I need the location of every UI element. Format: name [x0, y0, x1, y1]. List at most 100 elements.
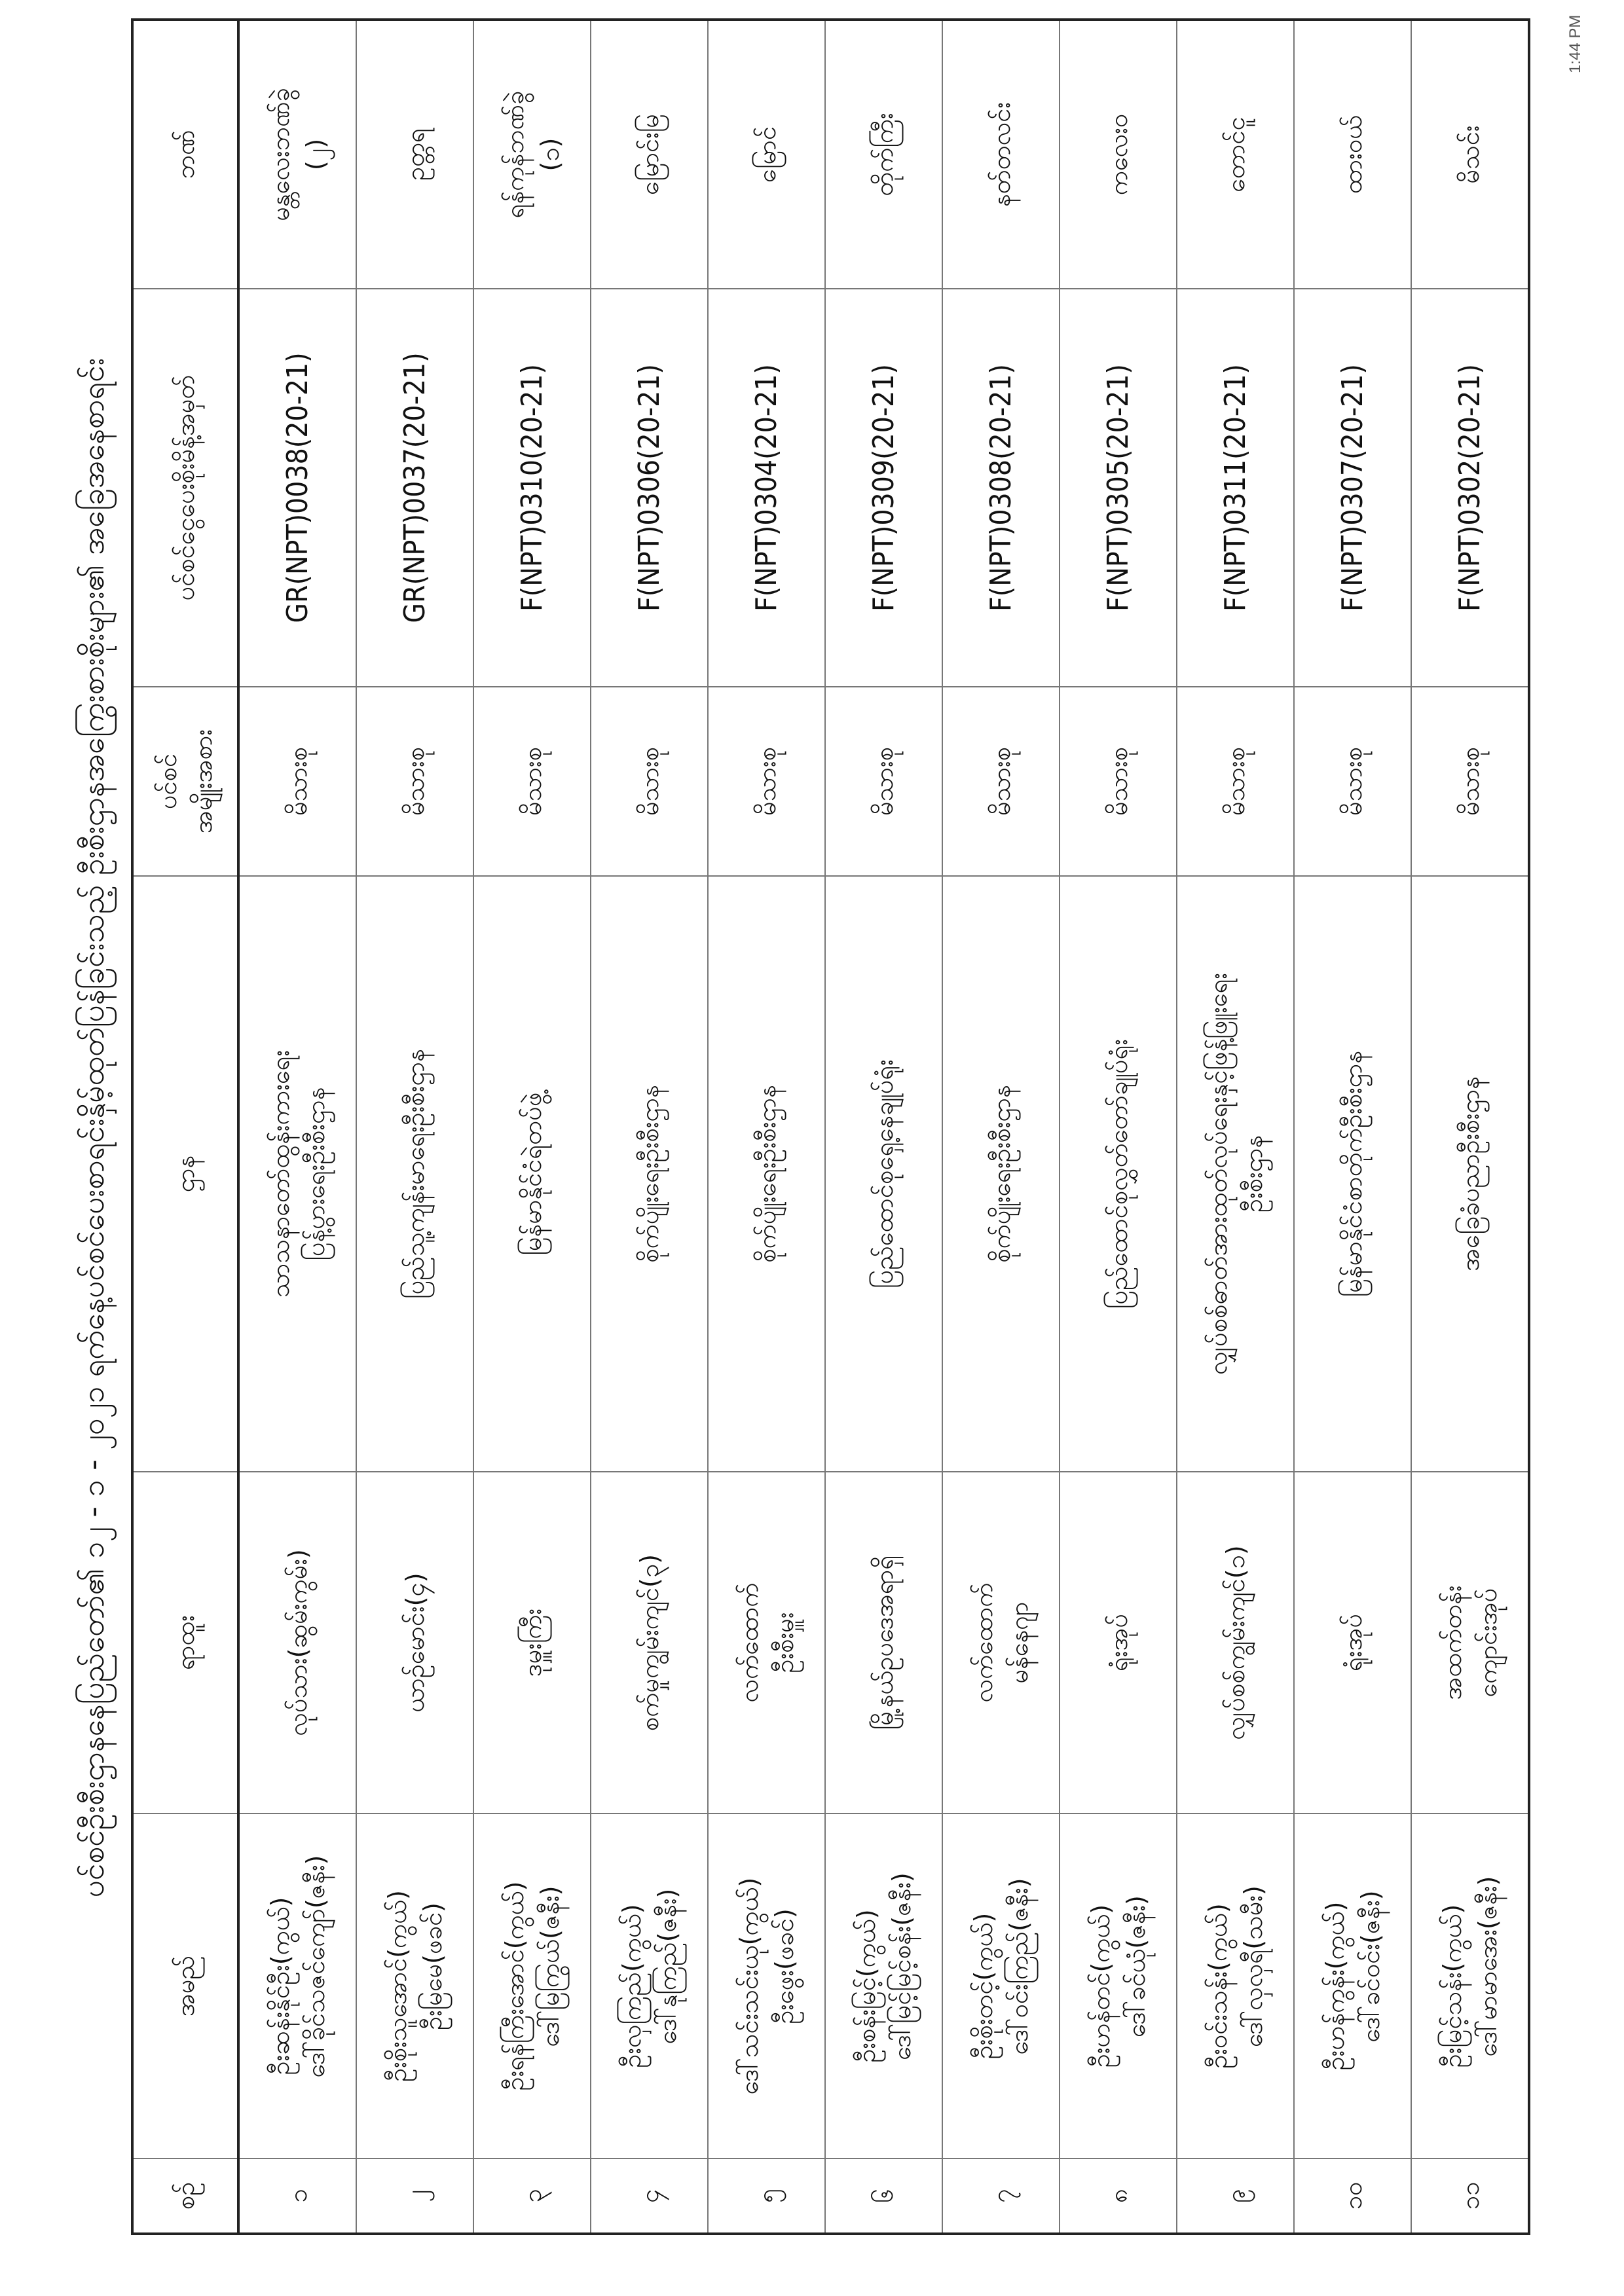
- cell-department: ပြည်သူ့ကျန်းမာရေးဦးစီးဌာန: [356, 876, 473, 1472]
- cell-type: မိသားစု: [238, 687, 356, 876]
- cell-name-line: ဒေါ်မြကြွယ်(ဇနီး): [535, 1886, 564, 2047]
- cell-department-line: စိုက်ပျိုးရေးဦးစီးဌာန: [635, 1085, 664, 1263]
- cell-department-line: ဦးစီးဌာန: [1238, 1135, 1268, 1213]
- cell-name-line: ဦးစန်းမြင့်(ကွယ်): [851, 1909, 881, 2063]
- cell-department: စိုက်ပျိုးရေးဦးစီးဌာန: [942, 876, 1060, 1472]
- cell-department-line: မြန်မာနိုင်ငံရဲတပ်ဖွဲ့: [517, 1092, 547, 1256]
- cell-no: ၁၀: [1294, 2159, 1411, 2234]
- cell-bank-line: တောင်ငူ: [1221, 117, 1250, 192]
- cell-order-no: F(NPT)0307(20-21): [1294, 289, 1411, 687]
- cell-type: မိသားစု: [591, 687, 708, 876]
- cell-order-no: F(NPT)0306(20-21): [591, 289, 708, 687]
- cell-position: အထက်တန်း ကျောင်းအုပ်: [1411, 1472, 1529, 1813]
- cell-name: ဦးစိုးသူအောင်(ကွယ်) ဦးမြမေ(ဖခင်): [356, 1813, 473, 2159]
- cell-order-no: F(NPT)0305(20-21): [1060, 289, 1177, 687]
- cell-position: စက်မှုကျွမ်းကျင်(၃): [591, 1472, 708, 1813]
- cell-department: ပြည်ထောင်စုလွှတ်တော်ချုပ်ရုံး: [1060, 876, 1177, 1472]
- cell-department: စိုက်ပျိုးရေးဦးစီးဌာန: [708, 876, 825, 1472]
- cell-bank: ဥတ္တရ: [356, 20, 473, 289]
- cell-bank: တိုက်ကြီး: [825, 20, 942, 289]
- cell-position-line: ယာဉ်မောင်း(၄): [400, 1573, 430, 1713]
- cell-name: ဦးလှကြည်(ကွယ်) ဒေါ်နုကြည်(ဇနီး): [591, 1813, 708, 2159]
- cell-department-line: ပြည်သူ့ကျန်းမာရေးဦးစီးဌာန: [400, 1049, 430, 1299]
- cell-no: ၁၁: [1411, 2159, 1529, 2234]
- cell-name-line: ဦးမြမေ(ဖခင်): [418, 1903, 447, 2030]
- cell-department-line: စိုက်ပျိုးရေးဦးစီးဌာန: [752, 1085, 781, 1263]
- cell-type: မိသားစု: [1060, 687, 1177, 876]
- cell-name: ဦးဟန်တင်(ကွယ်) ဒေါ်ခင်ယုံ(ဇနီး): [1060, 1813, 1177, 2159]
- cell-name-line: ဦးမြင့်သန်း(ကွယ်): [1437, 1904, 1467, 2068]
- cell-position: မြို့နယ်ဥပဒေအရာရှိ: [825, 1472, 942, 1813]
- cell-position: လျှပ်စစ်ကျွမ်းကျင်(၁): [1177, 1472, 1294, 1813]
- cell-type: မိသားစု: [1177, 687, 1294, 876]
- table-row: ၁ဦးဆန်းနိုင်ဦး(ကွယ်) ဒေါ်ခိုင်သဇင်ကျော်(ဇ…: [238, 20, 356, 2234]
- cell-position-line: လုပ်သား(ဆွမ်းကွမ်း): [283, 1549, 312, 1736]
- cell-no: ၅: [708, 2159, 825, 2234]
- document-title: ပင်စင်ဦးစီးဌာနနေပြည်တော်၏ ၁၂ - ၁ - ၂၀၂၁ …: [75, 357, 111, 1898]
- cell-position-line: ဒုမှူးကြီး: [517, 1608, 547, 1677]
- cell-order-no: GR(NPT)0038(20-21): [238, 289, 356, 687]
- cell-order-no: F(NPT)0310(20-21): [473, 289, 591, 687]
- cell-bank-line: ဥတ္တရ: [400, 128, 430, 181]
- cell-type: မိသားစု: [473, 687, 591, 876]
- cell-department: သာသနာတော်ထွန်းကားရေး ပြန့်ပွားရေးဦးစီးဌာန: [238, 876, 356, 1472]
- header-bank: ဘဏ်: [132, 20, 238, 289]
- cell-name-line: ဒေါ်ခင်ဝင်း(ဇနီး): [1356, 1890, 1385, 2043]
- cell-department-line: သာသနာတော်ထွန်းကားရေး: [265, 1049, 295, 1298]
- cell-order-no: GR(NPT)0037(20-21): [356, 289, 473, 687]
- cell-order-no: F(NPT)0304(20-21): [708, 289, 825, 687]
- cell-position-line: ကျောင်းအုပ်: [1473, 1588, 1502, 1698]
- cell-no: ၁: [238, 2159, 356, 2234]
- cell-bank-line: ထားဝယ်: [1338, 115, 1367, 194]
- cell-name-line: ဒေါ်မြင့်မြင့်စန်း(ဇနီး): [887, 1872, 916, 2060]
- cell-no: ၉: [1177, 2159, 1294, 2234]
- cell-bank-line: ကလေးဝ: [1103, 113, 1133, 196]
- cell-name: ဦးဝင်းသန်း(ကွယ်) ဒေါ်လှလှရီ(သမီး): [1177, 1813, 1294, 2159]
- cell-bank: မြောင်: [708, 20, 825, 289]
- cell-position: ယာဉ်မောင်း(၄): [356, 1472, 473, 1813]
- cell-position-line: လက်ထောက်: [734, 1582, 764, 1703]
- header-type-line: ပင်စင်: [153, 753, 182, 810]
- cell-department: အခြေခံပညာဦးစီးဌာန: [1411, 876, 1529, 1472]
- cell-name-line: ဦးလှကြည်(ကွယ်): [617, 1904, 646, 2068]
- cell-department-line: အခြေခံပညာဦးစီးဌာန: [1455, 1076, 1485, 1271]
- cell-bank: ကလေးဝ: [1060, 20, 1177, 289]
- cell-name-line: ဦးဆန်းနိုင်ဦး(ကွယ်): [265, 1897, 295, 2075]
- cell-department-line: စိုက်ပျိုးရေးဦးစီးဌာန: [986, 1085, 1016, 1263]
- cell-bank-line: နတ်တလင်း: [986, 102, 1016, 208]
- cell-name-line: ဒေါ်မာမာအေး(ဇနီး): [1473, 1876, 1502, 2057]
- cell-bank-line: မိသင်း: [1455, 125, 1485, 184]
- cell-position-line: ဦးစီးမှူး: [769, 1612, 799, 1673]
- cell-position-line: အထက်တန်း: [1437, 1585, 1467, 1700]
- cell-no: ၇: [942, 2159, 1060, 2234]
- cell-order-no: F(NPT)0309(20-21): [825, 289, 942, 687]
- cell-bank: မြောင်းမြ: [591, 20, 708, 289]
- cell-type: မိသားစု: [1411, 687, 1529, 876]
- header-no: စဉ်: [132, 2159, 238, 2234]
- cell-name: ဦးဆန်းနိုင်ဦး(ကွယ်) ဒေါ်ခိုင်သဇင်ကျော်(ဇန…: [238, 1813, 356, 2159]
- header-type-line: အမျိုးအစား: [189, 729, 217, 834]
- cell-department: ပြည်ထောင်စုရှေ့နေချုပ်ရုံး: [825, 876, 942, 1472]
- cell-type: မိသားစု: [942, 687, 1060, 876]
- cell-name-line: ဦးရန်ကြီးအောင်(ကွယ်): [500, 1881, 529, 2091]
- table-body: ၁ဦးဆန်းနိုင်ဦး(ကွယ်) ဒေါ်ခိုင်သဇင်ကျော်(ဇ…: [238, 20, 1529, 2234]
- cell-position-line: ရုံးအုပ်: [1103, 1613, 1133, 1672]
- cell-name: ဦးစိုးတင့်(ကွယ်) ဒေါ်ဝင်းကြည်(ဇနီး): [942, 1813, 1060, 2159]
- cell-name-line: ဒေါ်သင်းသင်းယု(ကွယ်): [734, 1877, 764, 2095]
- cell-department-line: လျှပ်စစ်ဓာတ်အားထုတ်လုပ်ရေးနှင့်ဖြန့်ဖြူး…: [1203, 972, 1232, 1376]
- cell-type: မိသားစု: [1294, 687, 1411, 876]
- cell-bank: ထားဝယ်: [1294, 20, 1411, 289]
- header-order-no: ပင်စင်ငွေပေးစိုးမိန့်အမှတ်: [132, 289, 238, 687]
- cell-position-line: မန်နေဂျာ: [1004, 1601, 1033, 1684]
- cell-name: ဦးရန်ကြီးအောင်(ကွယ်) ဒေါ်မြကြွယ်(ဇနီး): [473, 1813, 591, 2159]
- cell-position-line: မြို့နယ်ဥပဒေအရာရှိ: [869, 1555, 898, 1730]
- cell-type: မိသားစု: [708, 687, 825, 876]
- header-department: ဌာန: [132, 876, 238, 1472]
- cell-position-line: စက်မှုကျွမ်းကျင်(၃): [635, 1554, 664, 1732]
- cell-department-line: မြန်မာနိုင်ငံစာတိုက်ဦးစီးဌာန: [1338, 1050, 1367, 1298]
- cell-position: လုပ်သား(ဆွမ်းကွမ်း): [238, 1472, 356, 1813]
- cell-department-line: ပြည်ထောင်စုလွှတ်တော်ချုပ်ရုံး: [1103, 1038, 1133, 1309]
- pension-table: စဉ် အမည် ရာထူး ဌာန ပင်စင် အမျိုးအစား ပင်…: [131, 18, 1530, 2235]
- table-row: ၉ဦးဝင်းသန်း(ကွယ်) ဒေါ်လှလှရီ(သမီး) လျှပ်စစ…: [1177, 20, 1294, 2234]
- cell-name: ဦးစန်းမြင့်(ကွယ်) ဒေါ်မြင့်မြင့်စန်း(ဇနီး…: [825, 1813, 942, 2159]
